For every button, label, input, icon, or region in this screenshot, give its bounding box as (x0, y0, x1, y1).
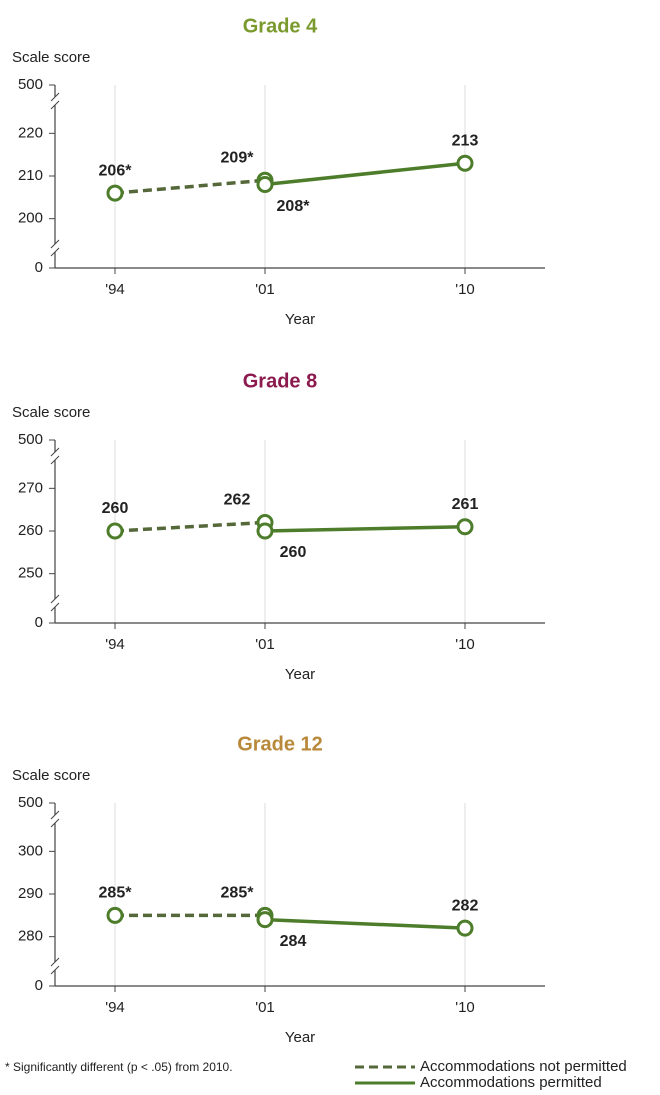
series-line (264, 524, 466, 533)
x-axis-label: Year (285, 311, 315, 328)
chart-title: Grade 8 (243, 370, 317, 392)
y-tick-label: 210 (18, 167, 43, 184)
axis-break (50, 447, 60, 465)
y-tick-label: 0 (35, 614, 43, 631)
x-tick-label: '94 (105, 636, 125, 653)
x-tick-label: '01 (255, 636, 275, 653)
y-axis-label: Scale score (12, 767, 90, 784)
x-tick-label: '10 (455, 999, 475, 1016)
point (106, 906, 124, 924)
legend-label: Accommodations permitted (420, 1074, 602, 1091)
axis-break (50, 594, 60, 612)
y-axis-label: Scale score (12, 404, 90, 421)
point (456, 919, 474, 937)
value-label: 282 (452, 897, 479, 914)
series-line (264, 917, 466, 930)
y-axis-label: Scale score (12, 49, 90, 66)
value-label: 208* (277, 198, 311, 215)
point (106, 184, 124, 202)
x-axis-label: Year (285, 1029, 315, 1046)
axis-break (50, 957, 60, 975)
value-label: 261 (452, 496, 479, 513)
value-label: 213 (452, 132, 479, 149)
point (456, 154, 474, 172)
value-label: 209* (221, 149, 255, 166)
y-tick-label: 0 (35, 259, 43, 276)
y-tick-label: 500 (18, 431, 43, 448)
y-tick-label: 260 (18, 522, 43, 539)
axis-break (50, 239, 60, 257)
chart-title: Grade 4 (243, 15, 318, 37)
x-tick-label: '10 (455, 281, 475, 298)
chart-title: Grade 12 (237, 733, 323, 755)
point (456, 518, 474, 536)
x-axis-label: Year (285, 666, 315, 683)
point (106, 522, 124, 540)
value-label: 260 (280, 544, 307, 561)
value-label: 260 (102, 500, 129, 517)
legend-label: Accommodations not permitted (420, 1058, 627, 1075)
value-label: 206* (99, 162, 133, 179)
series-line (114, 178, 266, 195)
y-tick-label: 270 (18, 479, 43, 496)
x-tick-label: '01 (255, 281, 275, 298)
value-label: 284 (280, 933, 307, 950)
value-label: 285* (221, 885, 255, 902)
y-tick-label: 200 (18, 210, 43, 227)
y-tick-label: 0 (35, 977, 43, 994)
y-tick-label: 290 (18, 885, 43, 902)
value-label: 262 (224, 492, 251, 509)
point (256, 522, 274, 540)
x-tick-label: '94 (105, 999, 125, 1016)
point (256, 176, 274, 194)
y-tick-label: 220 (18, 124, 43, 141)
series-line (264, 161, 466, 187)
value-label: 285* (99, 885, 133, 902)
x-tick-label: '01 (255, 999, 275, 1016)
y-tick-label: 500 (18, 76, 43, 93)
x-tick-label: '94 (105, 281, 125, 298)
y-tick-label: 300 (18, 842, 43, 859)
x-tick-label: '10 (455, 636, 475, 653)
point (256, 911, 274, 929)
axis-break (50, 810, 60, 828)
footnote: * Significantly different (p < .05) from… (5, 1060, 233, 1074)
y-tick-label: 500 (18, 794, 43, 811)
y-tick-label: 280 (18, 928, 43, 945)
y-tick-label: 250 (18, 565, 43, 582)
axis-break (50, 92, 60, 110)
series-line (114, 520, 266, 533)
